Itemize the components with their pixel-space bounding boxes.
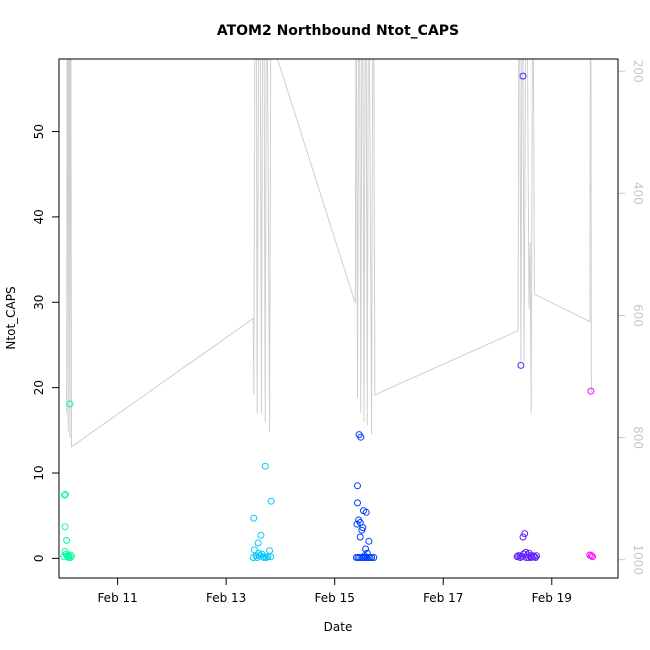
data-point [368, 554, 376, 561]
y-tick-label: 10 [32, 465, 46, 480]
data-point [587, 387, 595, 395]
data-point [354, 482, 361, 490]
data-point [514, 552, 522, 560]
data-point [60, 553, 68, 561]
data-point [370, 554, 378, 561]
data-point [357, 433, 365, 441]
data-point [532, 554, 539, 561]
data-point [254, 539, 262, 547]
data-point [60, 491, 68, 499]
y-axis-label: Ntot_CAPS [4, 286, 18, 349]
secondary-tick-label: 1000 [631, 544, 645, 575]
data-point [264, 553, 272, 561]
data-point [267, 497, 275, 505]
y-tick-label: 20 [32, 380, 46, 395]
data-point [261, 462, 269, 470]
data-point [354, 499, 361, 507]
secondary-tick-label: 800 [631, 426, 645, 449]
data-point [62, 490, 69, 498]
x-tick-label: Feb 13 [206, 591, 246, 605]
x-tick-label: Feb 17 [423, 591, 463, 605]
data-point [517, 361, 525, 369]
y-tick-label: 40 [32, 209, 46, 224]
data-point [63, 536, 71, 544]
data-point [529, 552, 537, 560]
data-point [356, 554, 364, 561]
secondary-tick-label: 400 [631, 182, 645, 205]
data-point [267, 553, 275, 561]
plot-frame [58, 58, 619, 579]
data-point [519, 533, 527, 541]
y-tick-label: 30 [32, 295, 46, 310]
data-point [587, 552, 595, 560]
data-point [513, 553, 521, 561]
secondary-tick-label: 200 [631, 60, 645, 83]
data-point [266, 547, 274, 555]
data-point [356, 533, 364, 541]
y-axis: 0 10 20 30 40 50 [32, 124, 60, 563]
data-point [249, 554, 257, 561]
chart-title: ATOM2 Northbound Ntot_CAPS [217, 23, 459, 39]
data-point [65, 554, 73, 561]
secondary-axis: 200 400 600 800 1000 [617, 60, 645, 575]
data-point [521, 530, 529, 538]
x-tick-label: Feb 19 [532, 591, 572, 605]
data-point [61, 523, 69, 531]
data-point [358, 526, 366, 534]
data-point [362, 545, 370, 553]
x-tick-label: Feb 11 [97, 591, 137, 605]
data-point [66, 400, 74, 408]
data-point [516, 554, 524, 561]
data-point [360, 507, 367, 515]
data-point [256, 552, 264, 560]
y-tick-label: 0 [32, 555, 46, 563]
data-point [260, 554, 268, 561]
secondary-tick-label: 600 [631, 304, 645, 327]
secondary-line-layer [66, 59, 592, 448]
points-layer [60, 72, 596, 561]
data-point [365, 537, 373, 545]
data-point [250, 514, 258, 522]
data-point [589, 553, 596, 561]
secondary-series-line [66, 59, 592, 448]
x-axis: Feb 11 Feb 13 Feb 15 Feb 17 Feb 19 [97, 577, 572, 605]
x-axis-label: Date [324, 620, 353, 634]
x-tick-label: Feb 15 [315, 591, 355, 605]
data-point [257, 531, 265, 539]
data-point [533, 552, 541, 560]
y-tick-label: 50 [32, 124, 46, 139]
data-point [353, 520, 361, 528]
data-point [519, 72, 527, 80]
